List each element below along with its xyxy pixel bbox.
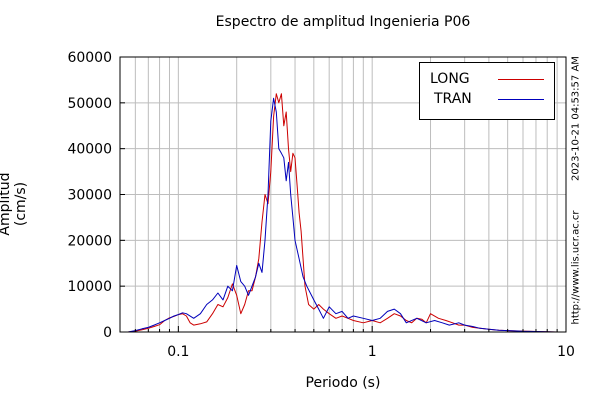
legend-label-long: LONG (430, 71, 470, 87)
source-url-label: http://www.lis.ucr.ac.cr (570, 210, 582, 325)
y-tick-label: 30000 (67, 188, 112, 204)
legend-label-tran: TRAN (434, 91, 472, 107)
y-tick-label: 0 (103, 325, 112, 341)
y-axis-label: Amplitud (cm/s) (0, 172, 29, 236)
y-tick-label: 40000 (67, 142, 112, 158)
legend-swatch-long (498, 79, 544, 80)
y-tick-label: 60000 (67, 50, 112, 66)
x-tick-label: 0.1 (167, 344, 189, 360)
legend-swatch-tran (498, 99, 544, 100)
legend-entry-long: LONG (420, 69, 554, 89)
x-tick-label: 10 (557, 344, 575, 360)
x-tick-label: 1 (368, 344, 377, 360)
timestamp-label: 2023-10-21 04:53:57 AM (570, 56, 582, 181)
x-axis-label: Periodo (s) (305, 375, 381, 391)
y-tick-label: 50000 (67, 96, 112, 112)
chart-title: Espectro de amplitud Ingenieria P06 (215, 14, 471, 30)
series-line-long (127, 93, 566, 333)
legend: LONG TRAN (419, 62, 555, 120)
legend-entry-tran: TRAN (420, 89, 554, 109)
y-tick-label: 10000 (67, 279, 112, 295)
series-line-tran (127, 97, 566, 333)
axis-ticks: 0 10000 20000 30000 40000 50000 60000 0.1 1 10 (67, 50, 574, 360)
series-lines (127, 93, 566, 333)
y-tick-label: 20000 (67, 233, 112, 249)
